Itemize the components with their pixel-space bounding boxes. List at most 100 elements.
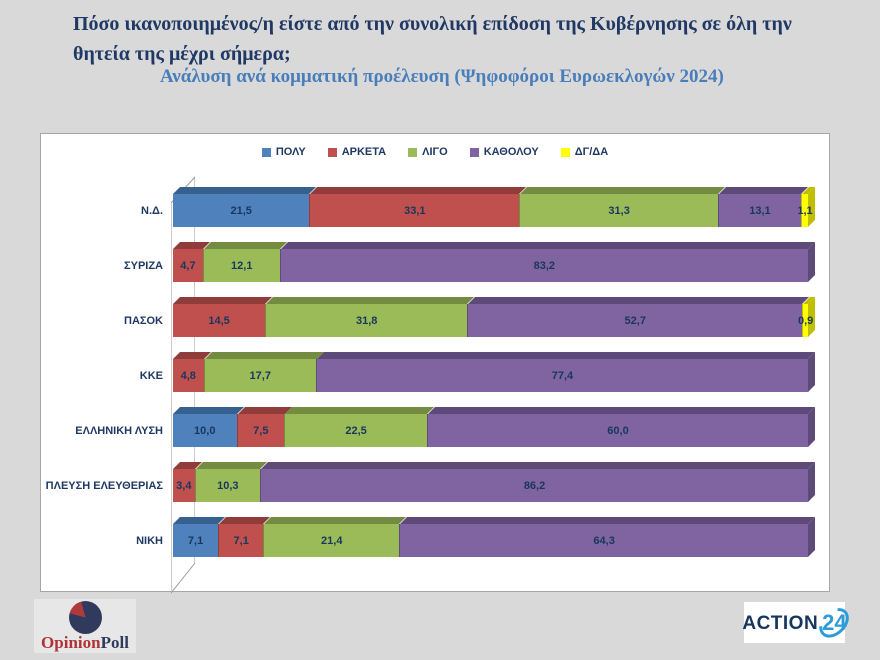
stacked-bar: 3,4 10,3 86,2 xyxy=(173,469,808,502)
bar-segment: 77,4 xyxy=(316,359,808,392)
bar-segment: 52,7 xyxy=(467,304,803,337)
stacked-bar: 10,0 7,5 22,5 60,0 xyxy=(173,414,808,447)
bar-segment: 21,5 xyxy=(173,194,310,227)
value-label: 13,1 xyxy=(749,204,771,217)
category-label: ΝΙΚΗ xyxy=(136,534,163,547)
category-label: ΕΛΛΗΝΙΚΗ ΛΥΣΗ xyxy=(75,424,163,437)
legend-label: ΔΓ/ΔΑ xyxy=(574,146,609,158)
bar-segment: 4,8 xyxy=(173,359,204,392)
category-label: ΠΛΕΥΣΗ ΕΛΕΥΘΕΡΙΑΣ xyxy=(45,479,163,492)
bar-row: ΠΛΕΥΣΗ ΕΛΕΥΘΕΡΙΑΣ 3,4 10,3 86,2 xyxy=(41,469,808,502)
bar-segment: 7,1 xyxy=(218,524,264,557)
value-label: 7,1 xyxy=(233,534,249,547)
value-label: 31,8 xyxy=(356,314,378,327)
category-label: Ν.Δ. xyxy=(141,204,163,217)
opinionpoll-word-opinion: Opinion xyxy=(41,633,101,652)
category-label: ΠΑΣΟΚ xyxy=(124,314,163,327)
bar-row: ΣΥΡΙΖΑ 4,7 12,1 83,2 xyxy=(41,249,808,282)
bar-segment: 1,1 xyxy=(797,194,813,227)
action24-circle-24-icon: 24 xyxy=(822,606,846,640)
bar-segment: 21,4 xyxy=(263,524,400,557)
value-label: 33,1 xyxy=(404,204,426,217)
value-label: 14,5 xyxy=(208,314,230,327)
legend-item: ΑΡΚΕΤΑ xyxy=(327,146,387,158)
legend-item: ΛΙΓΟ xyxy=(408,146,448,158)
bar-segment: 31,3 xyxy=(519,194,718,227)
value-label: 12,1 xyxy=(231,259,253,272)
bar-segment: 7,5 xyxy=(236,414,285,447)
stacked-bar: 14,5 31,8 52,7 0,9 xyxy=(173,304,813,337)
bar-row: ΚΚΕ 4,8 17,7 77,4 xyxy=(41,359,808,392)
stacked-bar: 7,1 7,1 21,4 64,3 xyxy=(173,524,808,557)
legend-swatch-icon xyxy=(469,147,479,157)
bar-row: Ν.Δ. 21,5 33,1 31,3 13,1 1,1 xyxy=(41,194,813,227)
stacked-bar: 4,8 17,7 77,4 xyxy=(173,359,808,392)
action24-wordmark: ACTION xyxy=(742,612,819,634)
opinionpoll-word-poll: Poll xyxy=(100,633,129,652)
value-label: 4,8 xyxy=(180,369,196,382)
bar-segment: 83,2 xyxy=(279,249,808,282)
value-label: 17,7 xyxy=(249,369,271,382)
opinionpoll-wordmark: OpinionPoll xyxy=(41,634,129,651)
bar-segment: 60,0 xyxy=(427,414,808,447)
legend-item: ΠΟΛΥ xyxy=(261,146,306,158)
legend-swatch-icon xyxy=(327,147,337,157)
question-title: Πόσο ικανοποιημένος/η είστε από την συνο… xyxy=(73,13,792,65)
bar-segment: 0,9 xyxy=(798,304,813,337)
bar-row: ΕΛΛΗΝΙΚΗ ΛΥΣΗ 10,0 7,5 22,5 60,0 xyxy=(41,414,808,447)
legend-label: ΚΑΘΟΛΟΥ xyxy=(483,146,539,158)
bar-segment: 13,1 xyxy=(717,194,801,227)
value-label: 77,4 xyxy=(551,369,574,382)
bar-row: ΠΑΣΟΚ 14,5 31,8 52,7 0,9 xyxy=(41,304,813,337)
legend-label: ΛΙΓΟ xyxy=(422,146,448,158)
stacked-bar: 21,5 33,1 31,3 13,1 1,1 xyxy=(173,194,813,227)
value-label: 10,3 xyxy=(217,479,239,492)
bar-segment: 3,4 xyxy=(173,469,195,502)
bar-segment: 7,1 xyxy=(173,524,219,557)
value-label: 31,3 xyxy=(608,204,630,217)
legend-swatch-icon xyxy=(560,147,570,157)
bar-segment: 17,7 xyxy=(203,359,316,392)
value-label: 21,4 xyxy=(321,534,343,547)
legend-label: ΑΡΚΕΤΑ xyxy=(341,146,387,158)
value-label: 86,2 xyxy=(523,479,546,492)
bar-segment: 4,7 xyxy=(173,249,203,282)
legend-item: ΔΓ/ΔΑ xyxy=(560,146,609,158)
category-label: ΣΥΡΙΖΑ xyxy=(124,259,163,272)
value-label: 60,0 xyxy=(607,424,629,437)
bar-segment: 22,5 xyxy=(284,414,427,447)
legend-item: ΚΑΘΟΛΟΥ xyxy=(469,146,539,158)
bar-segment: 14,5 xyxy=(173,304,266,337)
value-label: 10,0 xyxy=(194,424,216,437)
opinionpoll-pie-icon xyxy=(68,601,102,634)
value-label: 83,2 xyxy=(533,259,556,272)
value-label: 22,5 xyxy=(345,424,367,437)
bar-segment: 10,0 xyxy=(173,414,237,447)
legend-swatch-icon xyxy=(408,147,418,157)
bar-segment: 33,1 xyxy=(309,194,520,227)
bar-row: ΝΙΚΗ 7,1 7,1 21,4 64,3 xyxy=(41,524,808,557)
chart-legend: ΠΟΛΥ ΑΡΚΕΤΑ ΛΙΓΟ ΚΑΘΟΛΟΥ ΔΓ/ΔΑ xyxy=(41,146,829,158)
bar-segment: 12,1 xyxy=(202,249,280,282)
opinionpoll-logo: OpinionPoll xyxy=(34,599,136,653)
value-label: 7,1 xyxy=(187,534,204,547)
value-label: 64,3 xyxy=(593,534,615,547)
bar-segment: 31,8 xyxy=(265,304,468,337)
chart-panel: ΠΟΛΥ ΑΡΚΕΤΑ ΛΙΓΟ ΚΑΘΟΛΟΥ ΔΓ/ΔΑ Ν.Δ. 21,5 33,1 3… xyxy=(40,133,830,594)
action24-logo: ACTION 24 xyxy=(742,602,847,643)
value-label: 1,1 xyxy=(797,204,813,217)
legend-label: ΠΟΛΥ xyxy=(275,146,306,158)
value-label: 3,4 xyxy=(176,479,192,492)
value-label: 4,7 xyxy=(180,259,196,272)
category-label: ΚΚΕ xyxy=(139,369,163,382)
bar-segment: 86,2 xyxy=(260,469,808,502)
value-label: 0,9 xyxy=(797,314,814,327)
bar-segment: 10,3 xyxy=(194,469,261,502)
stacked-bar: 4,7 12,1 83,2 xyxy=(173,249,808,282)
value-label: 21,5 xyxy=(230,204,252,217)
value-label: 52,7 xyxy=(624,314,646,327)
analysis-subtitle: Ανάλυση ανά κομματική προέλευση (Ψηφοφόρ… xyxy=(160,66,724,87)
legend-swatch-icon xyxy=(261,147,271,157)
bar-segment: 64,3 xyxy=(399,524,808,557)
value-label: 7,5 xyxy=(253,424,269,437)
